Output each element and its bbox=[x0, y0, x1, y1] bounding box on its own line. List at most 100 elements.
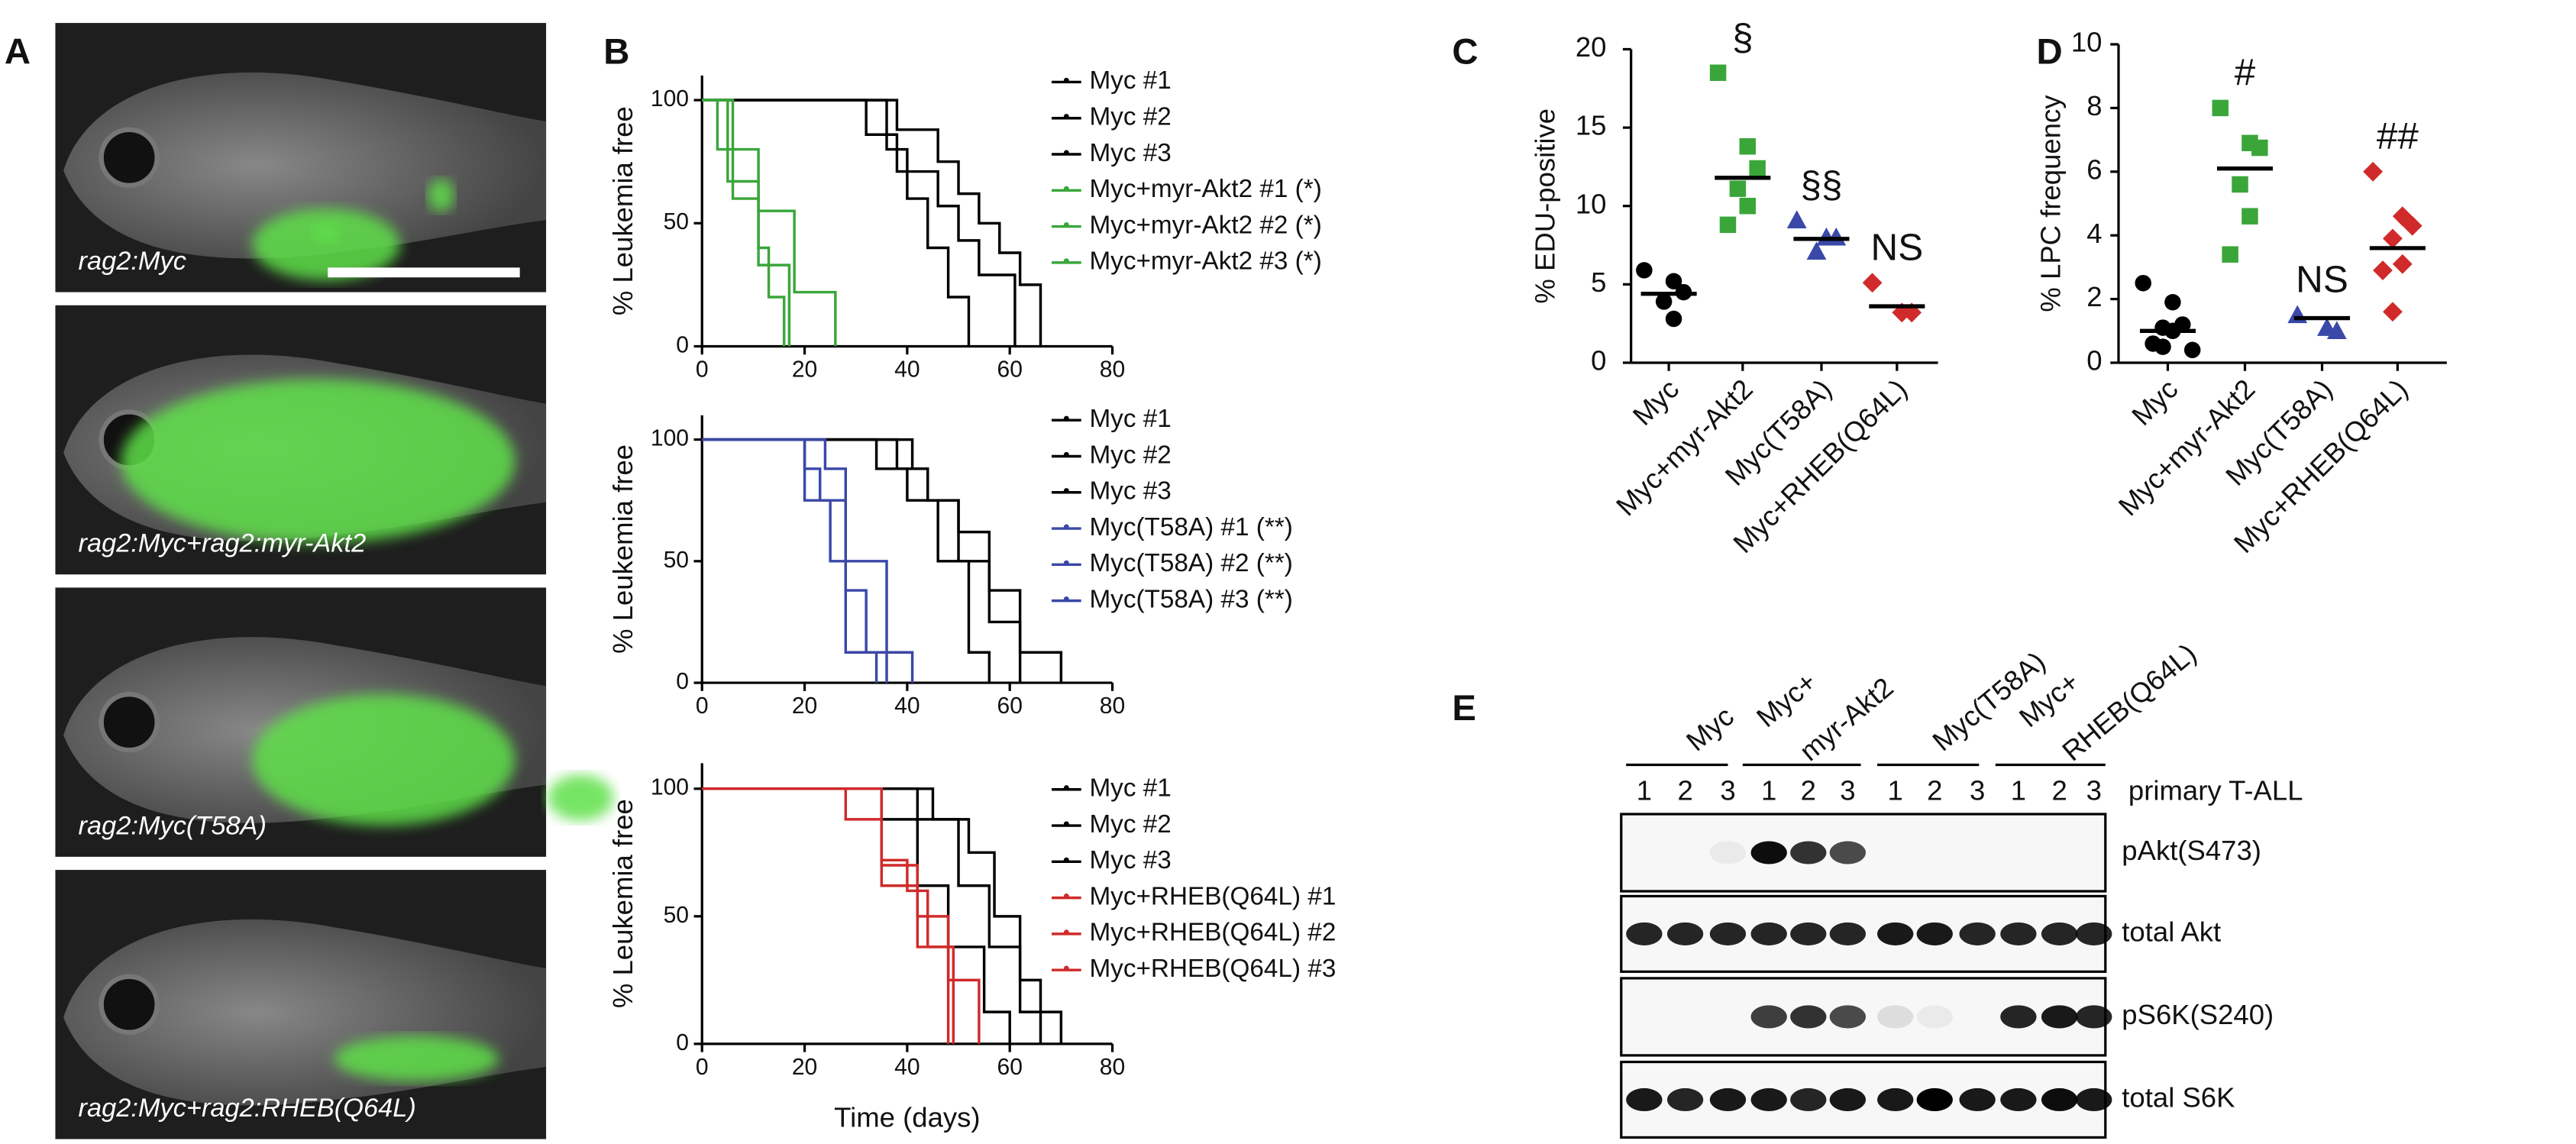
gfp-signal bbox=[252, 208, 400, 281]
blot-label: total S6K bbox=[2122, 1082, 2235, 1113]
legend-swatch-dot bbox=[1063, 560, 1069, 566]
data-point bbox=[2241, 208, 2258, 225]
legend-swatch-dot bbox=[1063, 821, 1069, 827]
y-tick-label: 0 bbox=[676, 1030, 689, 1055]
band bbox=[1916, 1005, 1953, 1029]
significance-label: # bbox=[2235, 51, 2256, 93]
data-point bbox=[1749, 160, 1766, 177]
y-tick-label: 50 bbox=[664, 548, 689, 573]
data-point bbox=[2251, 139, 2268, 157]
band bbox=[2041, 1087, 2078, 1112]
band bbox=[1829, 1087, 1867, 1112]
legend-label: Myc #3 bbox=[1089, 139, 1171, 167]
data-point bbox=[2232, 176, 2248, 193]
y-tick-label: 5 bbox=[1591, 267, 1606, 298]
band bbox=[2041, 841, 2077, 864]
band bbox=[1790, 922, 1827, 945]
legend-label: Myc(T58A) #2 (**) bbox=[1089, 549, 1292, 577]
data-point bbox=[1709, 64, 1727, 82]
band bbox=[1877, 1087, 1914, 1112]
band bbox=[1960, 841, 1996, 864]
y-tick-label: 0 bbox=[2086, 345, 2102, 376]
band bbox=[2000, 841, 2036, 864]
band bbox=[1750, 1087, 1787, 1112]
data-point bbox=[1826, 227, 1847, 246]
x-tick-label: 40 bbox=[894, 693, 920, 719]
panel-label: B bbox=[603, 31, 629, 72]
y-axis-label: % Leukemia free bbox=[607, 444, 638, 654]
blot-label: pAkt(S473) bbox=[2122, 835, 2261, 866]
band bbox=[1877, 841, 1913, 864]
band bbox=[2041, 922, 2078, 945]
band bbox=[1959, 1087, 1996, 1112]
survival-curve bbox=[702, 787, 981, 1044]
fish-body bbox=[63, 72, 547, 259]
survival-curve bbox=[702, 438, 914, 683]
fish-image: rag2:Myc+rag2:myr-Akt2 bbox=[55, 305, 547, 575]
legend-label: Myc #1 bbox=[1089, 66, 1171, 95]
x-axis-label: Time (days) bbox=[834, 1101, 980, 1133]
band bbox=[1960, 1005, 1996, 1028]
band bbox=[1790, 841, 1827, 864]
band bbox=[1829, 841, 1867, 864]
y-tick-label: 8 bbox=[2086, 90, 2102, 121]
y-axis-label: % Leukemia free bbox=[607, 799, 638, 1008]
lane-group-label: RHEB(Q64L) bbox=[2056, 638, 2202, 768]
legend-label: Myc #1 bbox=[1089, 774, 1171, 803]
data-point bbox=[2363, 161, 2384, 182]
band bbox=[1916, 922, 1953, 945]
legend-swatch-dot bbox=[1063, 222, 1069, 228]
data-point bbox=[1739, 137, 1757, 155]
band bbox=[1710, 1005, 1746, 1028]
legend-label: Myc #2 bbox=[1089, 810, 1171, 839]
legend-swatch-dot bbox=[1063, 77, 1069, 83]
legend-swatch-dot bbox=[1063, 186, 1069, 192]
legend-label: Myc #3 bbox=[1089, 477, 1171, 506]
y-tick-label: 4 bbox=[2086, 218, 2102, 249]
panel-label: E bbox=[1452, 688, 1476, 729]
band bbox=[1877, 1005, 1914, 1029]
band bbox=[1626, 922, 1663, 945]
data-point bbox=[2212, 99, 2229, 117]
data-point bbox=[1729, 180, 1747, 197]
fish-eye bbox=[99, 127, 160, 189]
legend-label: Myc(T58A) #1 (**) bbox=[1089, 513, 1292, 541]
x-tick-label: 40 bbox=[894, 357, 920, 383]
data-point bbox=[2402, 215, 2422, 236]
band bbox=[1959, 922, 1996, 945]
legend-label: Myc #1 bbox=[1089, 405, 1171, 433]
data-point bbox=[1665, 273, 1682, 289]
legend-swatch-dot bbox=[1063, 258, 1069, 264]
gfp-signal bbox=[121, 379, 516, 544]
survival-curve bbox=[702, 99, 1017, 347]
survival-curve bbox=[702, 787, 1011, 1044]
x-tick-label: 80 bbox=[1100, 693, 1125, 719]
fish-image: rag2:Myc+rag2:RHEB(Q64L) bbox=[55, 870, 547, 1139]
survival-curve bbox=[702, 99, 791, 347]
significance-label: § bbox=[1732, 16, 1753, 58]
gfp-signal bbox=[548, 774, 614, 821]
survival-curve bbox=[702, 99, 1042, 347]
x-tick-label: Myc+myr-Akt2 bbox=[2112, 373, 2261, 522]
legend-label: Myc+myr-Akt2 #1 (*) bbox=[1089, 175, 1321, 203]
survival-curve bbox=[702, 99, 786, 347]
band bbox=[1666, 1087, 1704, 1112]
significance-label: NS bbox=[1871, 226, 1924, 268]
data-point bbox=[2135, 274, 2151, 292]
blot-label: total Akt bbox=[2122, 916, 2221, 948]
band bbox=[2076, 922, 2112, 945]
lane-number: 1 bbox=[2011, 775, 2026, 806]
y-tick-label: 100 bbox=[651, 426, 689, 451]
data-point bbox=[1806, 241, 1827, 260]
image-caption: rag2:Myc+rag2:RHEB(Q64L) bbox=[79, 1094, 416, 1123]
image-caption: rag2:Myc bbox=[79, 247, 186, 276]
fish-image: rag2:Myc bbox=[55, 23, 547, 292]
data-point bbox=[2154, 338, 2171, 355]
x-tick-label: 0 bbox=[696, 1055, 709, 1080]
band bbox=[1709, 841, 1747, 864]
legend-swatch-dot bbox=[1063, 929, 1069, 936]
x-tick-label: 80 bbox=[1100, 1055, 1125, 1080]
y-tick-label: 0 bbox=[676, 669, 689, 694]
data-point bbox=[1636, 262, 1653, 279]
legend-swatch-dot bbox=[1063, 965, 1069, 971]
